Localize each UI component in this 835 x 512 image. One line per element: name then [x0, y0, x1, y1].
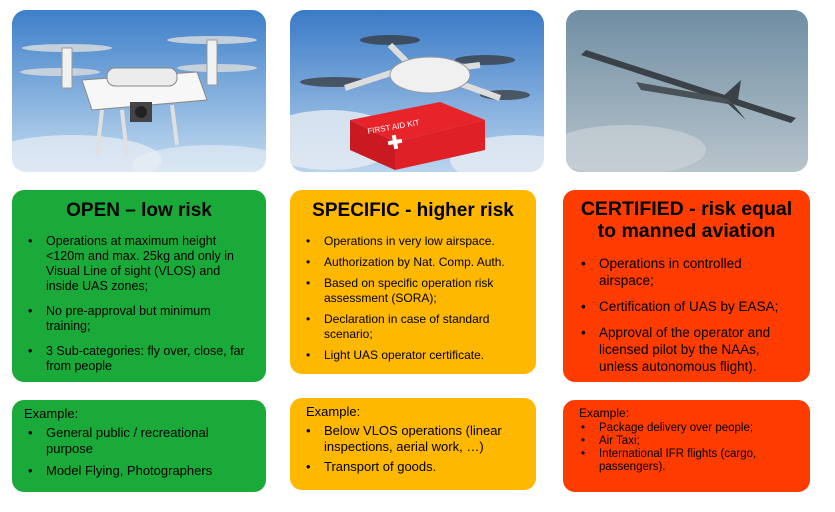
uav-plane-icon: [566, 10, 808, 172]
certified-bullets: Operations in controlled airspace; Certi…: [581, 255, 800, 375]
list-item: Air Taxi;: [581, 435, 800, 448]
certified-example-card: Example: Package delivery over people; A…: [563, 400, 810, 492]
certified-examples: Package delivery over people; Air Taxi; …: [581, 422, 800, 474]
list-item: Based on specific operation risk assessm…: [306, 276, 526, 306]
list-item: Transport of goods.: [306, 459, 526, 475]
specific-drone-photo: FIRST AID KIT: [290, 10, 544, 172]
list-item: Approval of the operator and licensed pi…: [581, 324, 800, 375]
list-item: Model Flying, Photographers: [28, 463, 256, 479]
specific-bullets: Operations in very low airspace. Authori…: [306, 234, 526, 363]
list-item: Certification of UAS by EASA;: [581, 298, 800, 315]
list-item: No pre-approval but minimum training;: [28, 304, 256, 334]
open-category-card: OPEN – low risk Operations at maximum he…: [12, 190, 266, 382]
specific-category-card: SPECIFIC - higher risk Operations in ver…: [290, 190, 536, 374]
list-item: Operations at maximum height <120m and m…: [28, 234, 256, 294]
delivery-drone-icon: FIRST AID KIT: [290, 10, 544, 172]
certified-example-title: Example:: [579, 406, 630, 420]
certified-drone-photo: [566, 10, 808, 172]
quadcopter-icon: [12, 10, 266, 172]
list-item: 3 Sub-categories: fly over, close, far f…: [28, 344, 256, 374]
open-example-card: Example: General public / recreational p…: [12, 400, 266, 492]
certified-category-card: CERTIFIED - risk equal to manned aviatio…: [563, 190, 810, 382]
open-examples: General public / recreational purpose Mo…: [28, 425, 256, 479]
open-drone-photo: [12, 10, 266, 172]
specific-title: SPECIFIC - higher risk: [312, 200, 514, 221]
specific-examples: Below VLOS operations (linear inspection…: [306, 423, 526, 475]
specific-example-title: Example:: [306, 404, 361, 419]
list-item: Light UAS operator certificate.: [306, 348, 526, 363]
specific-example-card: Example: Below VLOS operations (linear i…: [290, 398, 536, 490]
open-example-title: Example:: [24, 406, 79, 421]
list-item: Below VLOS operations (linear inspection…: [306, 423, 526, 455]
list-item: Operations in very low airspace.: [306, 234, 526, 249]
list-item: Package delivery over people;: [581, 422, 800, 435]
list-item: Declaration in case of standard scenario…: [306, 312, 526, 342]
list-item: Authorization by Nat. Comp. Auth.: [306, 255, 526, 270]
list-item: General public / recreational purpose: [28, 425, 256, 457]
certified-title: CERTIFIED - risk equal to manned aviatio…: [580, 198, 793, 243]
list-item: Operations in controlled airspace;: [581, 255, 800, 289]
open-bullets: Operations at maximum height <120m and m…: [28, 234, 256, 374]
list-item: International IFR flights (cargo, passen…: [581, 448, 800, 474]
open-title: OPEN – low risk: [66, 200, 212, 221]
